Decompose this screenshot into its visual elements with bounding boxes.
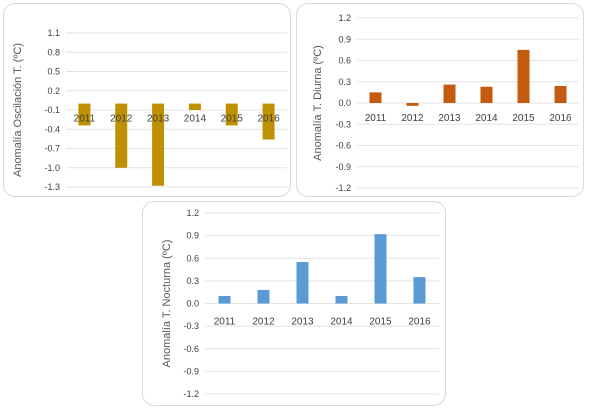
x-category-label: 2012	[110, 114, 133, 125]
x-category-label: 2016	[257, 114, 280, 125]
bar-2012	[115, 103, 128, 168]
y-tick-label: -0.1	[44, 105, 60, 115]
bar-2011	[78, 103, 91, 126]
y-tick-label: -0.9	[183, 366, 199, 376]
x-category-label: 2014	[330, 317, 353, 328]
x-category-label: 2014	[184, 114, 207, 125]
chart-nocturna: 1.2 0.9 0.6 0.3 0.0 -0.3 -0.6 -0.9 -1.2 2011 2012 2…	[161, 208, 439, 399]
x-category-label: 2016	[549, 113, 572, 124]
y-tick-label: 0.9	[186, 231, 199, 241]
y-tick-label: -1.0	[44, 163, 60, 173]
y-tick-label: 0.3	[338, 77, 351, 87]
x-category-label: 2016	[408, 317, 431, 328]
y-tick-label: -0.4	[44, 124, 60, 134]
y-tick-label: 0.0	[338, 98, 351, 108]
y-axis-title: Anomalía Oscilación T. (ºC)	[12, 43, 24, 177]
chart-diurna: 1.2 0.9 0.6 0.3 0.0 -0.3 -0.6 -0.9 -1.2 2011 2012 2…	[312, 13, 579, 193]
y-tick-label: -0.6	[183, 344, 199, 354]
bar-2015	[225, 103, 238, 126]
bar-2012	[257, 289, 270, 304]
x-category-label: 2014	[475, 113, 498, 124]
y-tick-label: -0.9	[335, 162, 351, 172]
bar-2015	[374, 234, 387, 304]
bar-2012	[406, 103, 419, 106]
x-category-label: 2011	[365, 113, 387, 124]
bar-2016	[262, 103, 275, 140]
bar-2013	[152, 103, 165, 186]
y-tick-label: -0.3	[183, 321, 199, 331]
y-tick-label: 0.5	[47, 67, 60, 77]
y-tick-label: -1.2	[335, 183, 351, 193]
y-tick-label: -0.3	[335, 119, 351, 129]
y-tick-label: -0.7	[44, 144, 60, 154]
bar-2016	[554, 86, 567, 103]
bar-2011	[369, 92, 382, 103]
y-tick-label: -1.3	[44, 182, 60, 192]
bar-2014	[188, 103, 201, 110]
y-axis-title: Anomalía T. Diurna (ºC)	[312, 45, 324, 161]
chart-panel-nocturna: 1.2 0.9 0.6 0.3 0.0 -0.3 -0.6 -0.9 -1.2 2011 2012 2…	[142, 201, 446, 406]
x-category-label: 2012	[252, 317, 275, 328]
x-category-label: 2013	[147, 114, 170, 125]
x-category-label: 2011	[214, 317, 236, 328]
bar-2011	[218, 295, 231, 304]
bar-2016	[413, 277, 426, 304]
bar-2014	[335, 295, 348, 304]
y-tick-label: 0.6	[338, 56, 351, 66]
x-category-label: 2013	[438, 113, 461, 124]
y-tick-label: 0.8	[47, 47, 60, 57]
bar-2014	[480, 86, 493, 103]
x-category-label: 2013	[291, 317, 314, 328]
y-tick-label: 0.2	[47, 86, 60, 96]
x-category-label: 2012	[401, 113, 424, 124]
chart-panel-oscilacion: 1.1 0.8 0.5 0.2 -0.1 -0.4 -0.7 -1.0 -1.3 2011 2012…	[3, 3, 291, 197]
bar-2015	[517, 49, 530, 103]
chart-oscilacion: 1.1 0.8 0.5 0.2 -0.1 -0.4 -0.7 -1.0 -1.3 2011 2012…	[12, 28, 287, 192]
y-axis-title: Anomalía T. Nocturna (ºC)	[161, 240, 173, 368]
y-tick-label: 1.1	[47, 28, 60, 38]
bar-2013	[296, 262, 309, 304]
y-tick-label: 0.0	[186, 299, 199, 309]
y-tick-label: 1.2	[186, 208, 199, 218]
x-category-label: 2015	[369, 317, 392, 328]
x-category-label: 2015	[221, 114, 244, 125]
y-tick-label: 1.2	[338, 13, 351, 23]
bar-2013	[443, 84, 456, 103]
y-tick-label: 0.9	[338, 34, 351, 44]
y-tick-label: -0.6	[335, 141, 351, 151]
y-tick-label: 0.3	[186, 276, 199, 286]
x-category-label: 2011	[74, 114, 96, 125]
x-category-label: 2015	[512, 113, 535, 124]
y-tick-label: -1.2	[183, 389, 199, 399]
chart-panel-diurna: 1.2 0.9 0.6 0.3 0.0 -0.3 -0.6 -0.9 -1.2 2011 2012 2…	[296, 3, 584, 197]
y-tick-label: 0.6	[186, 253, 199, 263]
